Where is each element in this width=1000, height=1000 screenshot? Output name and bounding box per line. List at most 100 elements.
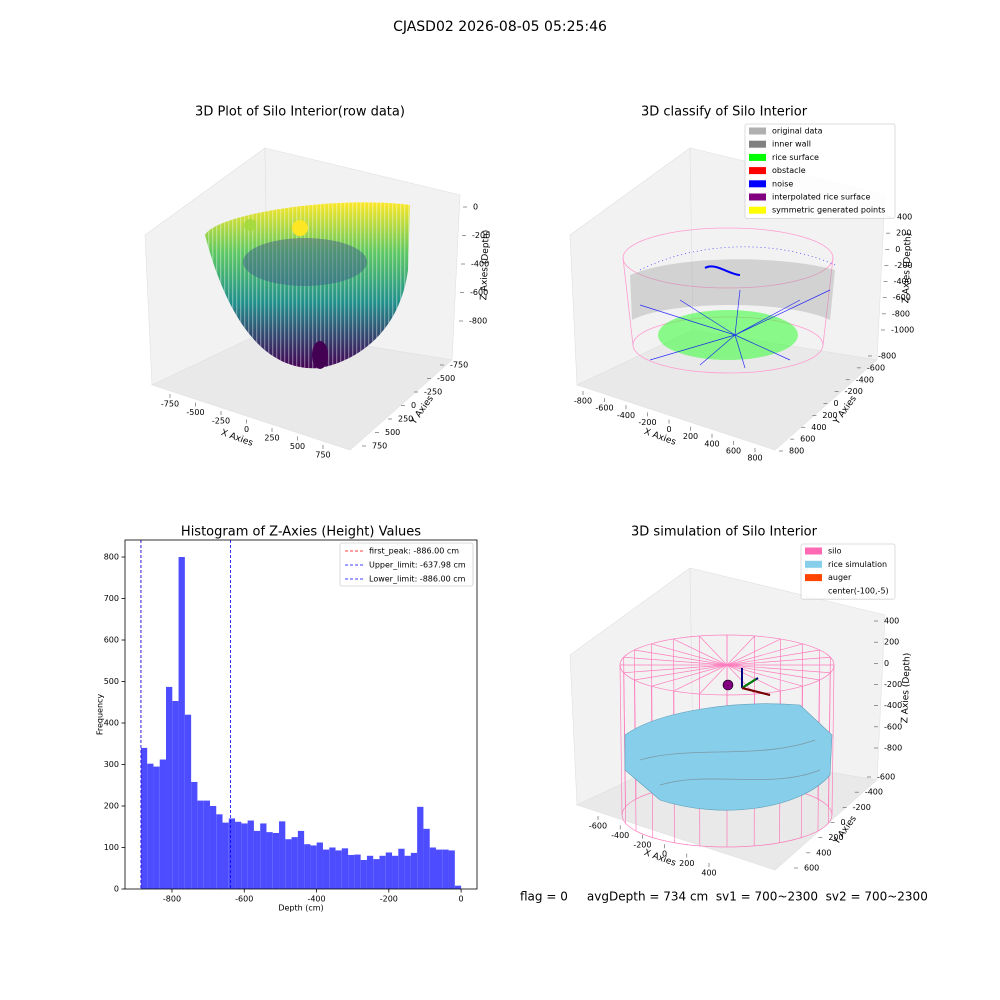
- y-tick-label: 800: [789, 447, 804, 456]
- legend-label: rice surface: [772, 153, 819, 162]
- bar: [448, 850, 455, 889]
- legend-swatch: [749, 180, 766, 188]
- bar: [348, 854, 355, 889]
- bar: [454, 885, 462, 889]
- silo-wire: [726, 635, 755, 666]
- y-tick-label: -250: [424, 388, 442, 397]
- y-tick-label: 600: [800, 435, 815, 444]
- y-tick-label: -500: [437, 374, 455, 383]
- bar: [373, 859, 380, 889]
- legend-swatch: [805, 574, 822, 582]
- bar: [203, 800, 210, 889]
- silo-wire: [726, 664, 803, 687]
- legend-label: silo: [828, 547, 842, 556]
- y-tick-label: 600: [804, 864, 819, 873]
- x-tick-label: -400: [611, 831, 629, 840]
- x-tick-label: -400: [617, 411, 635, 420]
- x-axis-label: X Axies: [642, 848, 677, 869]
- legend-swatch: [749, 127, 766, 135]
- z-tick-label: -800: [884, 744, 902, 753]
- bar: [429, 847, 436, 889]
- legend-swatch: [749, 167, 766, 175]
- plot-title: 3D Plot of Silo Interior(row data): [195, 105, 405, 120]
- y-tick-label: -400: [865, 788, 883, 797]
- z-axis-label: Z Axies (Depth): [901, 233, 913, 304]
- bar: [423, 828, 430, 889]
- x-tick-label: 600: [726, 446, 741, 455]
- silo-wire: [726, 664, 820, 681]
- y-tick-label: 300: [104, 760, 119, 769]
- y-tick-label: 200: [822, 411, 837, 420]
- x-tick-label: -200: [638, 418, 656, 427]
- bar: [417, 806, 424, 889]
- z-tick-label: -200: [894, 261, 912, 270]
- x-tick-label: 0: [662, 850, 667, 859]
- bar: [341, 848, 349, 889]
- legend-label: symmetric generated points: [772, 206, 885, 215]
- bar: [178, 557, 185, 889]
- y-tick-label: 200: [104, 802, 119, 811]
- y-tick-label: -400: [856, 375, 874, 384]
- bar: [385, 852, 393, 889]
- legend-label: first_peak: -886.00 cm: [369, 547, 459, 556]
- bar: [147, 763, 154, 889]
- z-axis-label: Z Axies (Depth): [479, 230, 491, 301]
- legend-label: original data: [772, 127, 823, 136]
- legend-box: [744, 123, 896, 219]
- bar: [191, 781, 198, 889]
- plot1-drawing: [144, 147, 461, 451]
- plot4-drawing: [569, 567, 886, 871]
- bar: [253, 830, 261, 889]
- plot-title: Histogram of Z-Axies (Height) Values: [181, 525, 421, 540]
- z-tick-label: 200: [896, 229, 911, 238]
- z-axis-label: Z Axies (Depth): [900, 653, 912, 724]
- z-tick-label: 400: [897, 213, 912, 222]
- silo-wire: [726, 643, 803, 666]
- z-tick-label: -600: [884, 722, 902, 731]
- y-tick-label: 200: [828, 833, 843, 842]
- bar: [197, 800, 204, 889]
- bar: [329, 847, 336, 889]
- bar: [360, 859, 367, 889]
- legend-swatch: [749, 153, 766, 161]
- x-tick-label: 400: [701, 869, 716, 878]
- status-text: flag = 0 avgDepth = 734 cm sv1 = 700~230…: [520, 890, 928, 904]
- legend-label: Lower_limit: -886.00 cm: [369, 575, 466, 584]
- silo-wire: [726, 656, 831, 666]
- x-tick-label: -600: [595, 404, 613, 413]
- legend-swatch: [749, 140, 766, 148]
- z-tick-label: 0: [473, 203, 478, 212]
- silo-wire: [673, 664, 728, 692]
- x-axis-label: Depth (cm): [278, 904, 323, 913]
- x-tick-label: -600: [235, 895, 253, 904]
- y-tick-label: -600: [867, 363, 885, 372]
- y-tick-label: -750: [450, 361, 468, 370]
- silo-wire: [726, 664, 831, 674]
- silo-wire: [699, 635, 728, 666]
- silo-wire: [726, 664, 781, 692]
- bar: [184, 714, 192, 889]
- bar: [442, 849, 449, 889]
- y-tick-label: 0: [411, 401, 416, 410]
- x-tick-label: -600: [589, 822, 607, 831]
- x-tick-label: 200: [679, 859, 694, 868]
- bar: [140, 747, 148, 889]
- y-tick-label: 600: [104, 636, 119, 645]
- y-tick-label: -200: [853, 803, 871, 812]
- bar: [241, 823, 248, 889]
- bar: [272, 832, 280, 889]
- bar: [159, 759, 167, 889]
- bar: [410, 852, 418, 889]
- y-tick-label: 0: [841, 818, 846, 827]
- bar: [392, 855, 399, 889]
- x-tick-label: -200: [633, 840, 651, 849]
- x-tick-label: 500: [290, 442, 305, 451]
- bar: [322, 849, 330, 889]
- x-tick-label: -200: [380, 895, 398, 904]
- x-tick-label: 200: [683, 432, 698, 441]
- z-tick-label: 0: [884, 659, 889, 668]
- bar: [260, 823, 267, 889]
- legend-box: [339, 542, 474, 587]
- legend-swatch: [805, 547, 822, 555]
